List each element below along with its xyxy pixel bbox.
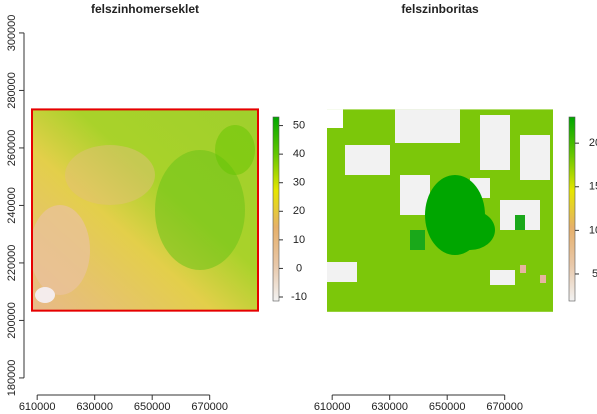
y-tick-label: 200000 [6,302,18,339]
y-tick-label: 260000 [6,130,18,167]
x-tick-label: 630000 [76,401,113,413]
colorbar [273,117,279,301]
x-tick-label: 670000 [486,401,523,413]
colorbar-tick-label: 10 [589,224,597,236]
chart-title: felszinhomerseklet [91,2,199,16]
x-tick-label: 650000 [134,401,171,413]
colorbar-tick-label: 0 [296,262,302,274]
y-tick-label: 300000 [6,15,18,52]
colorbar-tick-label: 15 [589,181,597,193]
colorbar-tick-label: 10 [293,234,305,246]
y-tick-label: 240000 [6,187,18,224]
y-tick-label: 280000 [6,72,18,109]
x-tick-label: 670000 [191,401,228,413]
x-tick-label: 630000 [371,401,408,413]
colorbar [569,117,575,301]
colorbar-tick-label: -10 [291,291,307,303]
colorbar-tick-label: 20 [293,205,305,217]
x-tick-label: 650000 [429,401,466,413]
x-tick-label: 610000 [314,401,351,413]
chart: felszinhomerseklet 610000 630000 650000 6700… [0,0,597,414]
colorbar-tick-label: 30 [293,177,305,189]
colorbar-tick-label: 50 [293,119,305,131]
colorbar-tick-label: 20 [589,137,597,149]
y-tick-label: 220000 [6,245,18,282]
chart-title: felszinboritas [401,2,479,16]
y-tick-label: 180000 [6,360,18,397]
colorbar-tick-label: 40 [293,148,305,160]
x-tick-label: 610000 [19,401,56,413]
colorbar-tick-label: 5 [592,268,597,280]
